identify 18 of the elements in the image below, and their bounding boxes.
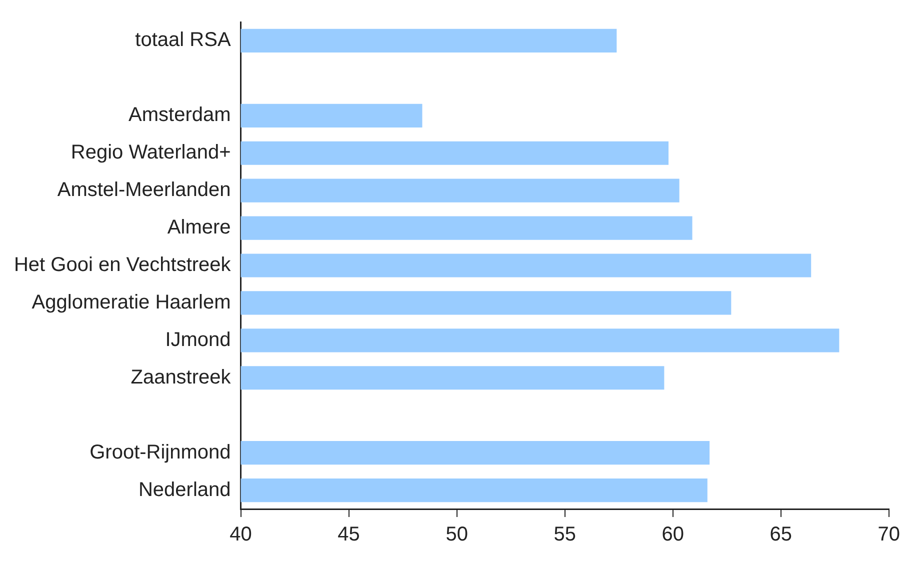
y-tick-label: Nederland xyxy=(138,478,231,501)
x-tick-label: 60 xyxy=(662,524,684,546)
x-tick-label: 70 xyxy=(878,524,900,546)
y-tick-label: totaal RSA xyxy=(135,29,232,52)
y-tick-label: Agglomeratie Haarlem xyxy=(32,291,231,314)
x-tick-label: 45 xyxy=(338,524,360,546)
x-tick-label: 50 xyxy=(446,524,468,546)
y-tick-label: Regio Waterland+ xyxy=(70,142,231,164)
y-tick-label: Zaanstreek xyxy=(130,366,232,388)
y-tick-label: Het Gooi en Vechtstreek xyxy=(14,254,232,276)
x-tick-label: 65 xyxy=(770,524,792,546)
x-tick-label: 55 xyxy=(554,524,576,546)
y-tick-label: Almere xyxy=(167,216,231,239)
y-tick-label: Amstel-Meerlanden xyxy=(57,179,231,202)
y-tick-label: Amsterdam xyxy=(128,104,231,126)
y-tick-label: Groot-Rijnmond xyxy=(90,441,231,464)
x-tick-label: 40 xyxy=(230,524,252,546)
y-tick-label: IJmond xyxy=(165,328,231,351)
